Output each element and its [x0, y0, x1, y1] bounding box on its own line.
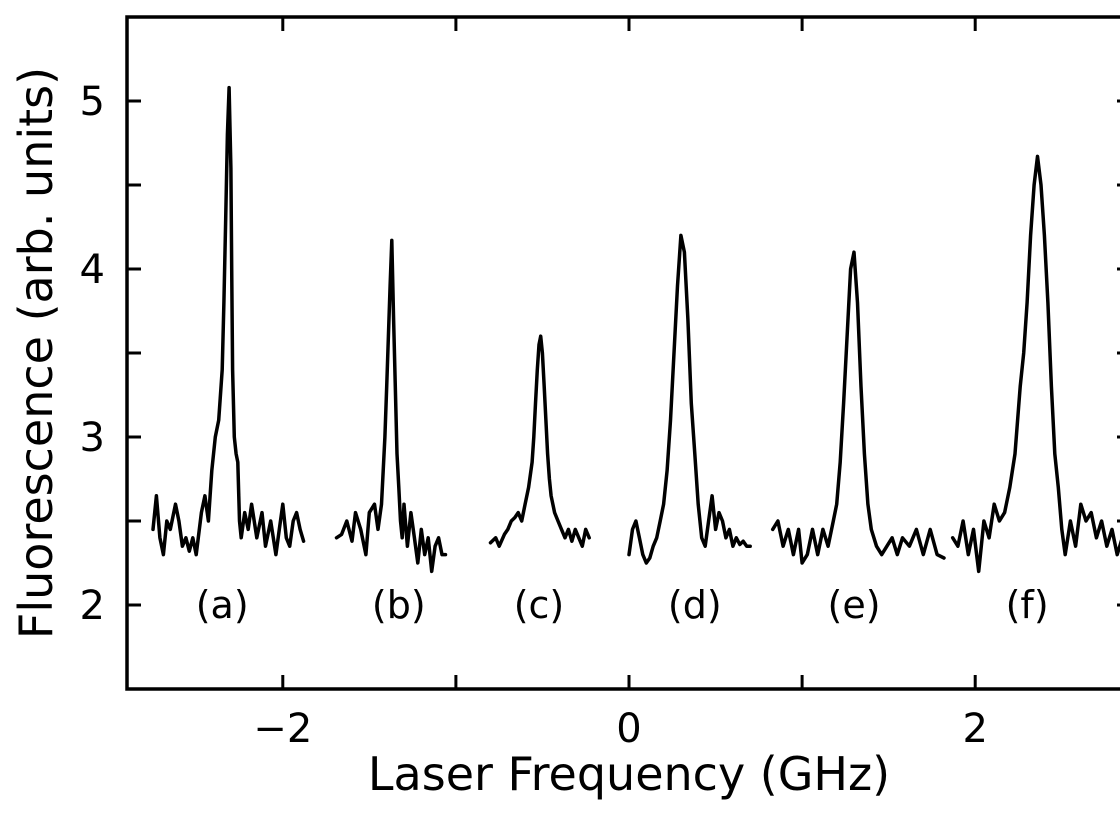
spectrum-label: (e)	[828, 583, 881, 627]
spectrum-line-6	[950, 154, 1120, 574]
spectrum-line-2	[334, 238, 448, 574]
y-tick-label: 4	[80, 247, 105, 293]
axis-ticks	[127, 17, 1120, 689]
spectrum-line-5	[770, 250, 946, 565]
spectrum-line-4	[627, 233, 752, 565]
plot-frame	[125, 15, 1120, 691]
spectrum-label: (a)	[196, 583, 249, 627]
axis-tick-labels: −2 0 2 2 3 4 5	[80, 79, 988, 752]
x-tick-label: 2	[962, 706, 987, 752]
y-axis-title: Fluorescence (arb. units)	[9, 67, 63, 639]
spectrum-line-3	[488, 334, 591, 548]
y-tick-label: 5	[80, 79, 105, 125]
spectrum-label: (c)	[514, 583, 565, 627]
spectrum-label: (d)	[668, 583, 722, 627]
panel-labels: (a) (b) (c) (d) (e) (f)	[196, 583, 1049, 627]
y-tick-label: 3	[80, 415, 105, 461]
spectrum-label: (f)	[1006, 583, 1049, 627]
x-tick-label: 0	[616, 706, 641, 752]
y-tick-label: 2	[80, 583, 105, 629]
spectrum-line-1	[151, 85, 306, 557]
series-group	[151, 85, 1120, 574]
x-tick-label: −2	[253, 706, 312, 752]
x-axis-title: Laser Frequency (GHz)	[368, 747, 890, 801]
spectrum-label: (b)	[372, 583, 426, 627]
